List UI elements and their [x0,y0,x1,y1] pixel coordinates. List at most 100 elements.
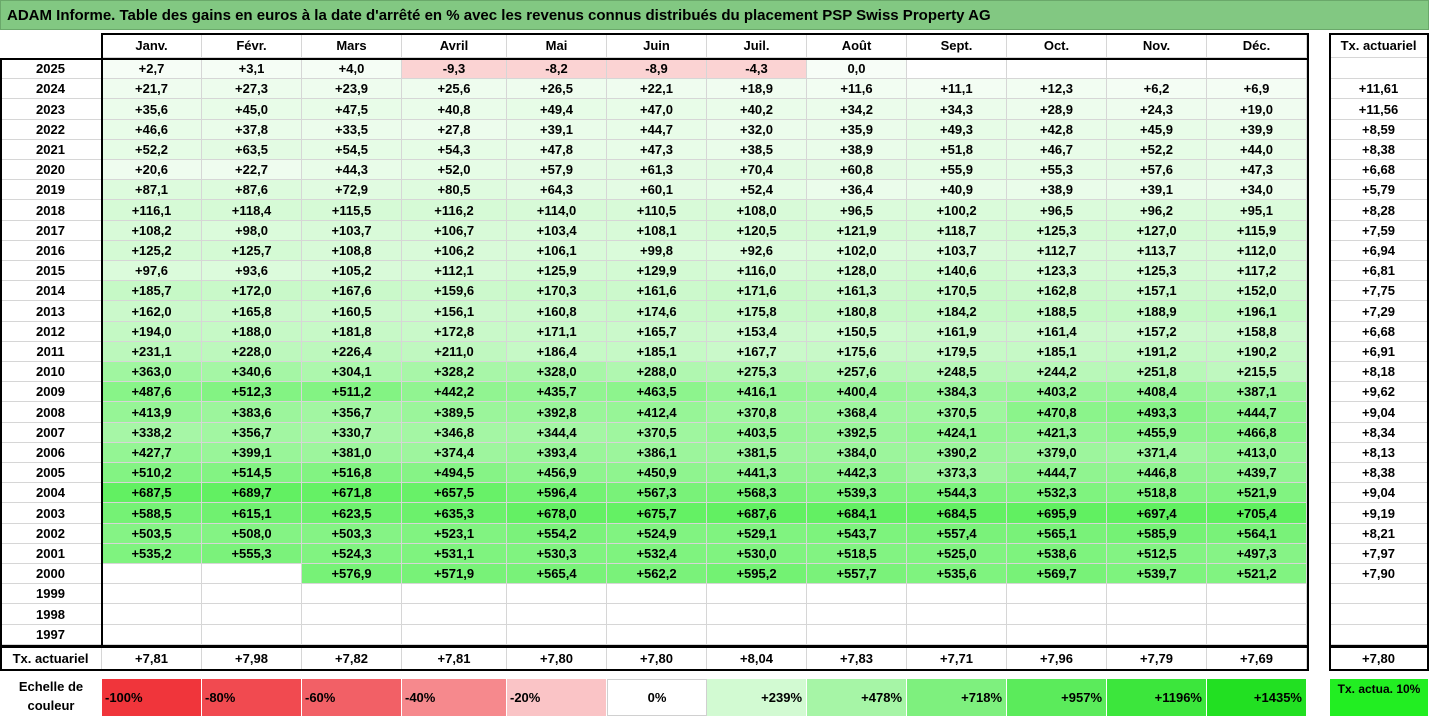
heatmap-cell: +44,3 [302,160,402,180]
heatmap-cell: +368,4 [807,402,907,423]
month-header: Déc. [1207,34,1307,58]
heatmap-cell: +678,0 [507,503,607,524]
heatmap-cell: +52,2 [102,140,202,160]
heatmap-cell: +588,5 [102,503,202,524]
heatmap-cell: +22,1 [607,79,707,99]
heatmap-cell: +158,8 [1207,322,1307,342]
heatmap-cell: +512,3 [202,382,302,402]
heatmap-cell [402,584,507,604]
heatmap-cell: +196,1 [1207,301,1307,322]
row-rate: +9,62 [1330,382,1428,402]
heatmap-cell: +108,0 [707,200,807,221]
footer-rate: +8,04 [707,647,807,670]
heatmap-cell: +160,8 [507,301,607,322]
heatmap-cell: +185,7 [102,281,202,301]
heatmap-cell: +103,7 [907,241,1007,261]
heatmap-cell: +115,9 [1207,221,1307,241]
heatmap-cell: +384,3 [907,382,1007,402]
row-rate: +8,34 [1330,423,1428,443]
row-rate: +6,81 [1330,261,1428,281]
heatmap-cell: +383,6 [202,402,302,423]
heatmap-cell: +521,9 [1207,483,1307,503]
heatmap-cell: +523,1 [402,524,507,544]
heatmap-cell: +49,3 [907,120,1007,140]
heatmap-cell: +657,5 [402,483,507,503]
heatmap-cell [1207,59,1307,79]
heatmap-cell: +370,5 [907,402,1007,423]
heatmap-cell: +403,5 [707,423,807,443]
heatmap-cell: +38,9 [807,140,907,160]
heatmap-cell: +96,2 [1107,200,1207,221]
heatmap-cell: +518,5 [807,544,907,564]
heatmap-cell: +161,6 [607,281,707,301]
footer-rate: +7,98 [202,647,302,670]
footer-rate: +7,79 [1107,647,1207,670]
heatmap-cell [202,625,302,645]
heatmap-cell: +57,9 [507,160,607,180]
heatmap-cell: +413,9 [102,402,202,423]
heatmap-cell: +494,5 [402,463,507,483]
footer-rate: +7,69 [1207,647,1307,670]
heatmap-cell: +568,3 [707,483,807,503]
color-scale-stop: -40% [402,679,507,716]
heatmap-cell: +161,4 [1007,322,1107,342]
row-rate: +8,21 [1330,524,1428,544]
heatmap-cell [1107,59,1207,79]
heatmap-cell [202,584,302,604]
heatmap-cell: +20,6 [102,160,202,180]
heatmap-cell: +103,4 [507,221,607,241]
heatmap-cell: +532,4 [607,544,707,564]
heatmap-cell: +106,2 [402,241,507,261]
heatmap-cell: +516,8 [302,463,402,483]
row-rate: +6,68 [1330,322,1428,342]
heatmap-cell: +215,5 [1207,362,1307,382]
heatmap-cell [1007,584,1107,604]
heatmap-cell: +153,4 [707,322,807,342]
heatmap-cell: +105,2 [302,261,402,281]
heatmap-cell: +28,9 [1007,99,1107,120]
heatmap-cell: +421,3 [1007,423,1107,443]
heatmap-cell: +25,6 [402,79,507,99]
heatmap-cell [102,625,202,645]
heatmap-cell: +108,8 [302,241,402,261]
heatmap-cell: +381,5 [707,443,807,463]
heatmap-cell: +689,7 [202,483,302,503]
heatmap-cell: +170,3 [507,281,607,301]
heatmap-cell: +565,4 [507,564,607,584]
heatmap-cell: +38,9 [1007,180,1107,200]
heatmap-cell: +529,1 [707,524,807,544]
row-rate: +7,75 [1330,281,1428,301]
heatmap-cell: +35,6 [102,99,202,120]
heatmap-cell: +92,6 [707,241,807,261]
heatmap-cell: +275,3 [707,362,807,382]
heatmap-cell: +39,1 [507,120,607,140]
heatmap-cell: +171,1 [507,322,607,342]
row-rate: +8,28 [1330,200,1428,221]
heatmap-cell: +344,4 [507,423,607,443]
heatmap-cell: +450,9 [607,463,707,483]
heatmap-cell: +497,3 [1207,544,1307,564]
heatmap-cell: +150,5 [807,322,907,342]
heatmap-cell: +356,7 [202,423,302,443]
month-header: Juil. [707,34,807,58]
heatmap-cell: +386,1 [607,443,707,463]
row-rate: +6,91 [1330,342,1428,362]
row-rate: +11,61 [1330,79,1428,99]
heatmap-cell: +518,8 [1107,483,1207,503]
row-rate: +5,79 [1330,180,1428,200]
heatmap-cell: +635,3 [402,503,507,524]
heatmap-cell: +381,0 [302,443,402,463]
heatmap-cell: +24,3 [1107,99,1207,120]
heatmap-cell: +576,9 [302,564,402,584]
heatmap-cell: +190,2 [1207,342,1307,362]
heatmap-cell [1207,625,1307,645]
heatmap-cell [1207,584,1307,604]
heatmap-cell: -9,3 [402,59,507,79]
row-rate [1330,584,1428,604]
heatmap-cell [1007,625,1107,645]
heatmap-cell: +194,0 [102,322,202,342]
row-rate: +8,38 [1330,463,1428,483]
heatmap-cell: +413,0 [1207,443,1307,463]
heatmap-cell: +96,5 [807,200,907,221]
heatmap-cell: +373,3 [907,463,1007,483]
